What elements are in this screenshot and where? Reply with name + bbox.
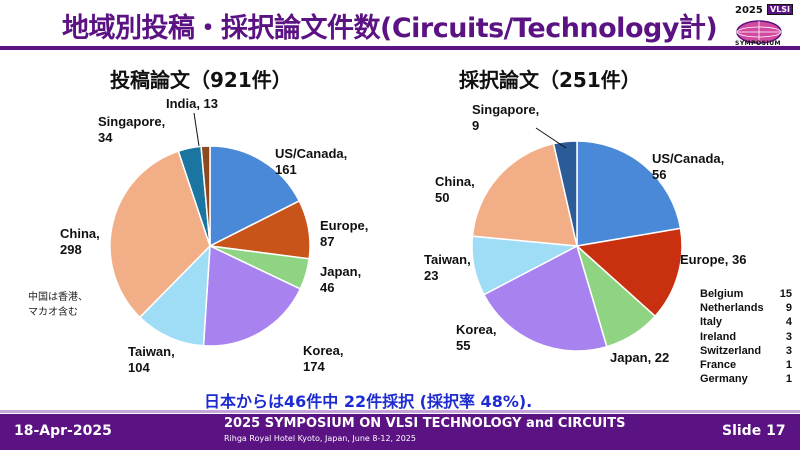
submitted-label-singapore: Singapore, 34	[98, 114, 165, 145]
singapore-leader-line	[535, 127, 567, 149]
submitted-slice-china	[109, 150, 211, 319]
pie-charts: US/Canada, 161 Europe, 87 Japan, 46 Korea, 174 T…	[28, 96, 746, 375]
logo-year: 2025	[735, 5, 763, 16]
accepted-label-taiwan: Taiwan, 23	[424, 252, 471, 283]
europe-country: Ireland	[700, 330, 737, 343]
europe-country: France	[700, 358, 737, 371]
submitted-chart-title: 投稿論文（921件）	[110, 68, 292, 92]
submitted-label-us-canada: US/Canada, 161	[275, 146, 347, 177]
submitted-label-india: India, 13	[166, 96, 218, 111]
china-note-line1: 中国は香港、	[28, 290, 88, 303]
submitted-label-japan: Japan, 46	[320, 264, 361, 295]
accepted-chart-title: 採択論文（251件）	[459, 68, 641, 92]
europe-country: Netherlands	[700, 302, 764, 315]
submitted-slice-us-canada	[209, 145, 301, 248]
europe-breakdown-row: Netherlands 9	[700, 301, 792, 315]
accepted-slice-us-canada	[576, 140, 682, 247]
slide-number: Slide 17	[722, 423, 786, 439]
submitted-slice-taiwan	[138, 244, 211, 347]
europe-count: 3	[785, 330, 792, 343]
europe-country: Belgium	[700, 288, 744, 300]
submitted-label-taiwan: Taiwan, 104	[128, 344, 175, 375]
china-note-line2: マカオ含む	[28, 305, 78, 318]
accepted-label-europe: Europe, 36	[680, 252, 746, 267]
europe-breakdown-row: Italy 4	[700, 315, 792, 329]
accepted-slice-europe	[575, 227, 683, 318]
logo-name: VLSI	[767, 4, 794, 15]
footer-date: 18-Apr-2025	[14, 423, 112, 439]
footer-bar	[0, 414, 800, 450]
india-leader-line	[193, 112, 200, 147]
europe-count: 1	[785, 373, 792, 386]
pie-labels: US/Canada, 161 Europe, 87 Japan, 46 Korea, 174 T…	[60, 96, 746, 375]
submitted-pie	[109, 145, 311, 347]
europe-country: Germany	[700, 373, 748, 386]
europe-breakdown-row: Belgium 15	[700, 287, 792, 301]
europe-breakdown-table: Belgium 15 Netherlands 9 Italy 4 Ireland 3 Switz…	[700, 287, 792, 386]
submitted-label-europe: Europe, 87	[320, 218, 368, 249]
accepted-slice-china	[471, 142, 578, 247]
accepted-slice-singapore	[552, 140, 578, 247]
accepted-slice-korea	[482, 244, 608, 352]
title-divider	[0, 46, 800, 50]
europe-count: 1	[785, 358, 792, 371]
logo-sub: SYMPOSIUM	[735, 40, 782, 47]
accepted-label-us-canada: US/Canada, 56	[652, 151, 724, 182]
europe-count: 15	[779, 288, 792, 300]
accepted-pie	[471, 140, 683, 352]
footer-event: 2025 SYMPOSIUM ON VLSI TECHNOLOGY and CI…	[224, 416, 626, 431]
page-title: 地域別投稿・採択論文件数(Circuits/Technology計)	[62, 13, 718, 44]
footer-divider	[0, 410, 800, 413]
vlsi-logo: 2025 VLSI SYMPOSIUM	[727, 4, 797, 50]
submitted-label-korea: Korea, 174	[303, 343, 343, 374]
accepted-label-singapore: Singapore, 9	[472, 102, 539, 133]
europe-country: Italy	[700, 316, 723, 329]
footer-venue: Rihga Royal Hotel Kyoto, Japan, June 8-1…	[224, 434, 416, 443]
europe-breakdown-row: France 1	[700, 358, 792, 372]
europe-count: 9	[785, 302, 792, 315]
europe-count: 4	[785, 316, 792, 329]
europe-breakdown-row: Switzerland 3	[700, 344, 792, 358]
submitted-slice-india	[200, 145, 211, 247]
europe-breakdown-row: Ireland 3	[700, 330, 792, 344]
europe-count: 3	[785, 344, 792, 357]
japan-summary: 日本からは46件中 22件採択 (採択率 48%).	[204, 392, 533, 411]
submitted-label-china: China, 298	[60, 226, 100, 257]
accepted-label-korea: Korea, 55	[456, 322, 496, 353]
globe-icon	[736, 20, 782, 44]
europe-country: Switzerland	[700, 344, 762, 357]
accepted-label-china: China, 50	[435, 174, 475, 205]
submitted-slice-korea	[202, 244, 302, 347]
europe-breakdown-row: Germany 1	[700, 372, 792, 386]
accepted-label-japan: Japan, 22	[610, 350, 669, 365]
